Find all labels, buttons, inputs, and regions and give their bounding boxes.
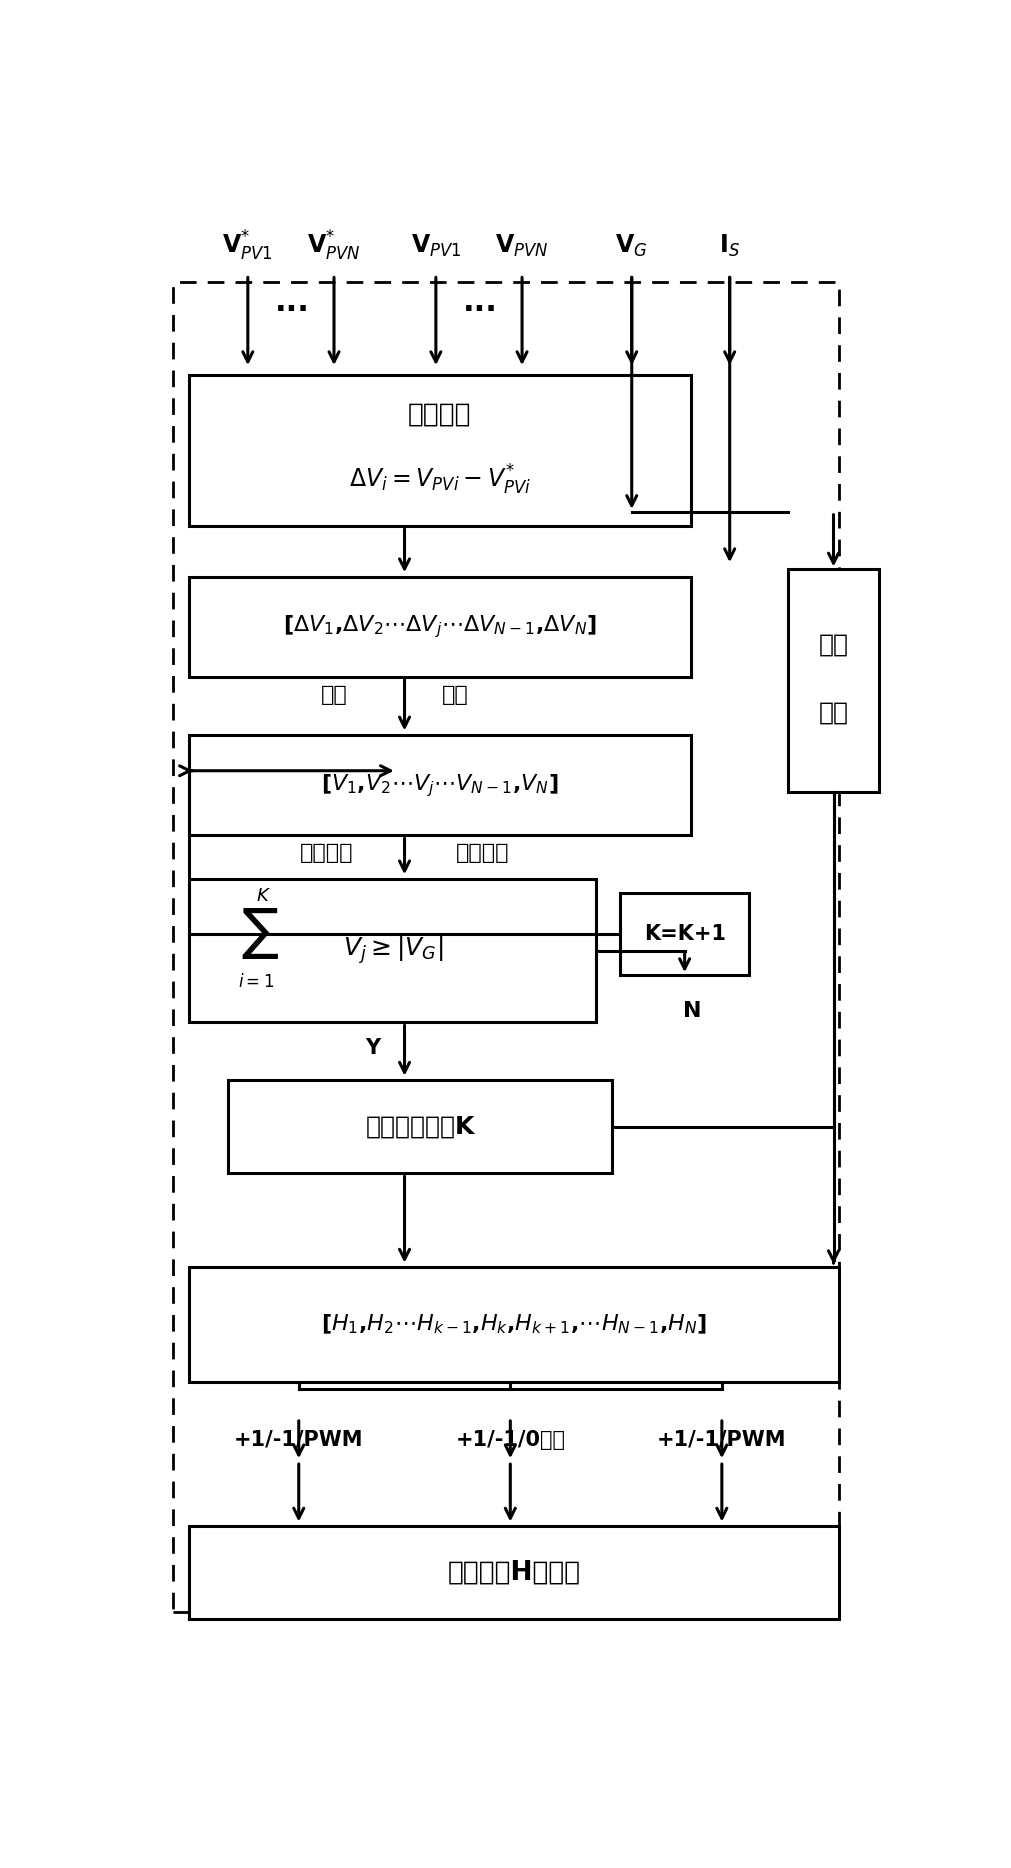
Text: Y: Y — [366, 1039, 381, 1059]
Text: $\Delta V_i = V_{PVi} - V_{PVi}^{*}$: $\Delta V_i = V_{PVi} - V_{PVi}^{*}$ — [349, 463, 531, 497]
Text: 计算误差: 计算误差 — [408, 402, 471, 428]
Bar — [189, 1526, 839, 1620]
Text: 排序: 排序 — [442, 684, 469, 704]
Bar — [228, 1080, 612, 1173]
Text: $\sum$: $\sum$ — [241, 906, 278, 960]
Text: +1/-1/PWM: +1/-1/PWM — [657, 1429, 787, 1450]
Text: V$_{PVN}^{*}$: V$_{PVN}^{*}$ — [307, 228, 361, 263]
Bar — [174, 282, 839, 1612]
Text: 确定电压区间K: 确定电压区间K — [366, 1115, 475, 1139]
Text: +1/-1/PWM: +1/-1/PWM — [234, 1429, 364, 1450]
Bar — [189, 734, 691, 835]
Text: N: N — [683, 1001, 702, 1022]
Bar — [189, 878, 596, 1022]
Text: V$_{PVN}$: V$_{PVN}$ — [495, 234, 549, 260]
Text: 方向: 方向 — [819, 700, 848, 725]
Text: V$_{G}$: V$_{G}$ — [616, 234, 648, 260]
Bar — [620, 893, 749, 975]
Text: $K$: $K$ — [256, 887, 271, 904]
Text: [$H_1$,$H_2$$\cdots$$H_{k-1}$,$H_k$,$H_{k+1}$,$\cdots$$H_{N-1}$,$H_N$]: [$H_1$,$H_2$$\cdots$$H_{k-1}$,$H_k$,$H_{… — [321, 1313, 707, 1336]
Text: $V_j \geq |V_G|$: $V_j \geq |V_G|$ — [343, 934, 443, 966]
Text: [$V_1$,$V_2$$\cdots$$V_j$$\cdots$$V_{N-1}$,$V_N$]: [$V_1$,$V_2$$\cdots$$V_j$$\cdots$$V_{N-1… — [321, 771, 558, 798]
Text: K=K+1: K=K+1 — [644, 925, 726, 943]
Text: 升序: 升序 — [320, 684, 348, 704]
Bar — [189, 1267, 839, 1382]
Text: ···: ··· — [275, 295, 310, 325]
Text: [$\Delta V_1$,$\Delta V_2$$\cdots$$\Delta V_j$$\cdots$$\Delta V_{N-1}$,$\Delta V: [$\Delta V_1$,$\Delta V_2$$\cdots$$\Delt… — [283, 613, 596, 641]
Text: +1/-1/0电平: +1/-1/0电平 — [455, 1429, 565, 1450]
Bar — [189, 577, 691, 678]
Text: 与之映射: 与之映射 — [299, 842, 353, 863]
Bar — [189, 375, 691, 527]
Text: $i=1$: $i=1$ — [238, 973, 274, 992]
Text: 分配到各H桥发波: 分配到各H桥发波 — [448, 1560, 580, 1586]
Text: 物理单元: 物理单元 — [456, 842, 510, 863]
Text: V$_{PV1}$: V$_{PV1}$ — [410, 234, 461, 260]
Text: V$_{PV1}^{*}$: V$_{PV1}^{*}$ — [222, 228, 273, 263]
Text: I$_{S}$: I$_{S}$ — [719, 234, 740, 260]
Text: 判断: 判断 — [819, 633, 848, 658]
Text: ···: ··· — [463, 295, 498, 325]
Bar — [789, 570, 879, 792]
